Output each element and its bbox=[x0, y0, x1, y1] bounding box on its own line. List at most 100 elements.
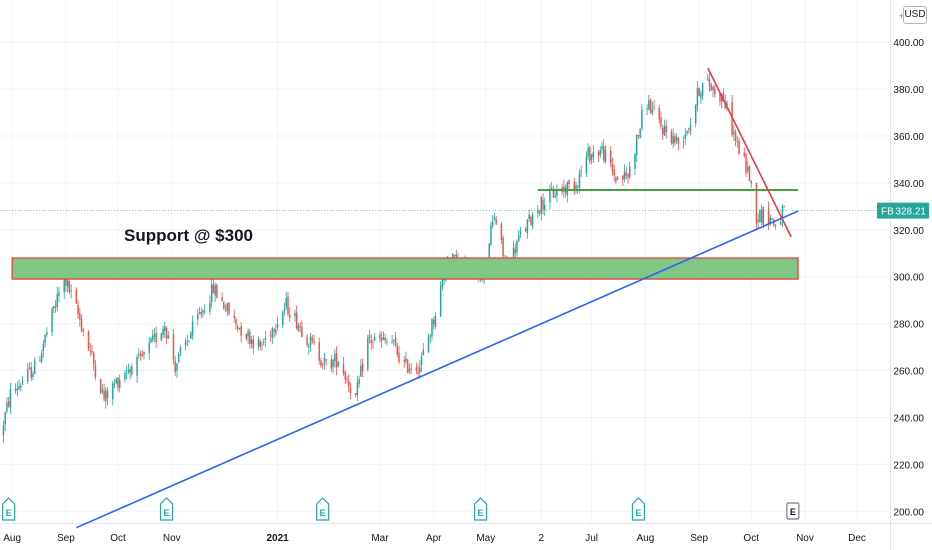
candle-body bbox=[221, 297, 223, 301]
candle-body bbox=[346, 378, 348, 381]
candle-body bbox=[18, 385, 20, 390]
candle-body bbox=[493, 217, 496, 220]
candle-body bbox=[51, 308, 53, 333]
candle bbox=[42, 339, 45, 358]
candle bbox=[500, 221, 503, 245]
candle bbox=[321, 362, 324, 370]
candle bbox=[393, 339, 395, 346]
candle-body bbox=[531, 214, 534, 227]
earnings-marker[interactable]: E bbox=[786, 502, 800, 520]
candle bbox=[44, 334, 46, 348]
candle bbox=[434, 312, 437, 329]
candle-body bbox=[361, 363, 364, 372]
candle-body bbox=[441, 279, 444, 287]
candle bbox=[68, 280, 71, 295]
candle bbox=[143, 351, 145, 360]
earnings-marker[interactable]: E bbox=[2, 497, 16, 521]
candle bbox=[91, 344, 93, 355]
candle-body bbox=[453, 255, 456, 256]
candle-body bbox=[318, 342, 320, 361]
candle bbox=[18, 379, 20, 391]
candle bbox=[495, 215, 497, 225]
candle bbox=[299, 322, 301, 333]
candle bbox=[682, 136, 685, 149]
candle-body bbox=[417, 371, 419, 374]
candle-body bbox=[748, 165, 751, 182]
candle bbox=[124, 369, 126, 383]
candle-body bbox=[576, 186, 579, 188]
candle-body bbox=[415, 367, 418, 371]
candle-body bbox=[131, 366, 133, 375]
earnings-marker-shape bbox=[473, 497, 488, 521]
candle bbox=[597, 149, 600, 162]
candle bbox=[56, 286, 59, 312]
candle-body bbox=[275, 329, 277, 334]
earnings-marker-label: E bbox=[478, 508, 484, 518]
candle-body bbox=[439, 285, 442, 316]
candle-body bbox=[648, 100, 650, 110]
candle bbox=[410, 362, 412, 374]
candle-body bbox=[113, 384, 116, 386]
candle-body bbox=[325, 359, 327, 361]
candle bbox=[92, 351, 95, 371]
candle bbox=[748, 165, 751, 182]
candle-body bbox=[4, 412, 6, 425]
candle-body bbox=[635, 134, 638, 156]
candle bbox=[491, 215, 494, 229]
candle-body bbox=[235, 319, 237, 324]
time-tick-label: Sep bbox=[57, 533, 75, 544]
currency-button[interactable]: USD bbox=[903, 6, 927, 24]
candle bbox=[2, 420, 5, 443]
candle-body bbox=[174, 360, 176, 373]
candle bbox=[360, 358, 362, 377]
candle bbox=[127, 363, 130, 375]
candle-body bbox=[89, 350, 91, 352]
candle-body bbox=[360, 365, 362, 377]
candle-body bbox=[670, 131, 673, 144]
candle-body bbox=[21, 381, 24, 384]
candle-body bbox=[259, 341, 261, 347]
candle bbox=[212, 279, 215, 294]
candle bbox=[106, 387, 109, 406]
earnings-marker[interactable]: E bbox=[473, 497, 488, 521]
candle bbox=[294, 309, 296, 322]
candle bbox=[113, 378, 116, 389]
earnings-marker[interactable]: E bbox=[159, 497, 174, 521]
candle-body bbox=[686, 130, 688, 134]
candle-body bbox=[367, 337, 369, 370]
candle-body bbox=[538, 211, 541, 213]
candle bbox=[332, 358, 334, 374]
candle-body bbox=[769, 217, 772, 223]
candle bbox=[774, 223, 777, 230]
candle bbox=[646, 104, 648, 116]
candle bbox=[184, 337, 187, 351]
candle bbox=[238, 327, 241, 330]
candle bbox=[429, 334, 432, 343]
candle bbox=[672, 128, 674, 148]
candle-body bbox=[334, 354, 336, 362]
candle bbox=[408, 363, 411, 374]
candle-body bbox=[16, 388, 19, 391]
candle-body bbox=[615, 176, 617, 182]
candle-body bbox=[6, 402, 8, 412]
earnings-marker[interactable]: E bbox=[631, 497, 646, 521]
candle-body bbox=[372, 342, 374, 344]
candle-body bbox=[75, 289, 78, 304]
candle-body bbox=[33, 360, 36, 375]
candle-body bbox=[92, 352, 95, 364]
candle bbox=[575, 181, 577, 194]
candle bbox=[14, 383, 17, 395]
earnings-marker[interactable]: E bbox=[316, 497, 330, 521]
candle bbox=[214, 282, 216, 302]
candle-body bbox=[264, 337, 267, 341]
candle bbox=[419, 360, 421, 379]
candle bbox=[54, 300, 57, 313]
candle-body bbox=[637, 135, 640, 136]
candle-body bbox=[452, 253, 454, 260]
candle-body bbox=[44, 334, 46, 344]
candle-body bbox=[575, 185, 577, 190]
candle bbox=[629, 161, 631, 180]
candle bbox=[516, 239, 518, 257]
candle-body bbox=[320, 360, 322, 366]
